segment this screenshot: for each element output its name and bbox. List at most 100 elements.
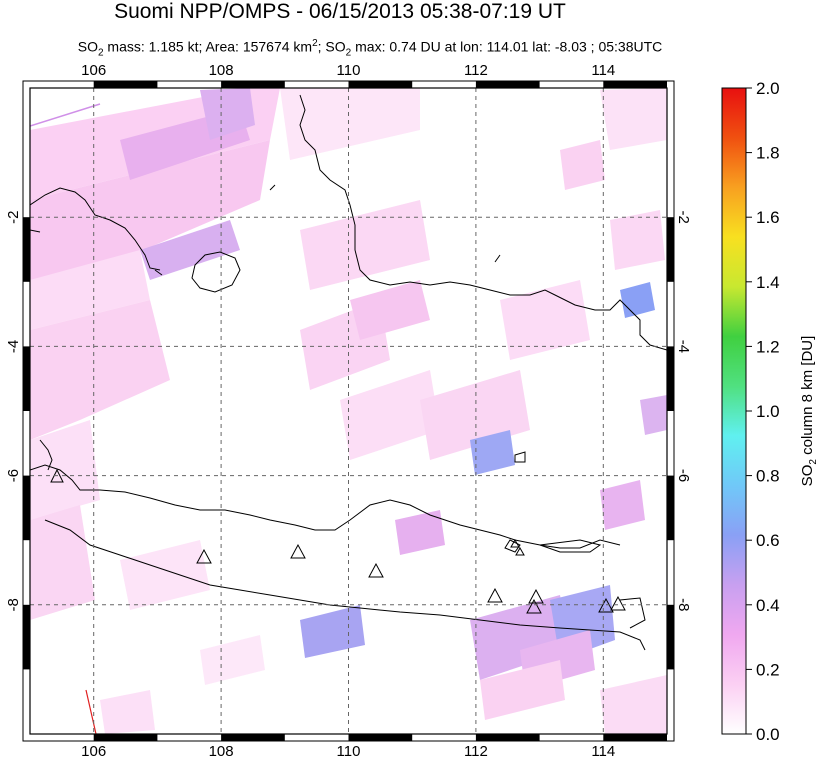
latitude-tick-label: -6: [675, 469, 692, 482]
so2-pixel: [560, 140, 605, 190]
colorbar-label: SO2 column 8 km [DU]: [799, 336, 819, 487]
frame-bar: [348, 81, 413, 88]
coast-segment: [269, 184, 276, 191]
coast-segment: [30, 229, 41, 233]
map-grid: [30, 88, 667, 734]
colorbar-ticks: 0.0 0.2 0.4 0.6 0.8 1.0 1.2 1.4 1.6 1.8 2.0: [746, 79, 780, 744]
so2-pixel: [200, 88, 255, 140]
frame-bar: [221, 81, 285, 88]
java-north-coast: [30, 464, 621, 549]
bangka-belitung-coast: [191, 251, 241, 293]
frame-bar: [23, 604, 30, 670]
longitude-tick-label: 114: [591, 743, 615, 759]
latitude-labels: -2 -2 -4 -4 -6 -6 -8 -8: [5, 211, 692, 612]
so2-pixel: [280, 88, 420, 160]
frame-bar: [93, 734, 158, 741]
colorbar-scale: [721, 87, 747, 735]
volcano-marker: [610, 595, 626, 611]
frame-bar: [221, 734, 285, 741]
page-title: Suomi NPP/OMPS - 06/15/2013 05:38-07:19 …: [114, 0, 566, 23]
so2-pixel: [500, 280, 590, 360]
longitude-tick-label: 110: [337, 743, 361, 759]
frame-bar: [603, 81, 667, 88]
longitude-tick-label: 106: [81, 62, 106, 79]
longitude-tick-label: 112: [464, 62, 488, 79]
so2-pixel: [100, 690, 155, 734]
so2-pixel: [600, 88, 667, 150]
volcano-marker: [487, 587, 503, 603]
so2-pixel: [640, 395, 667, 435]
so2-pixel: [480, 660, 565, 720]
frame-bar: [475, 734, 540, 741]
frame-bar: [667, 604, 674, 670]
madura-coast: [539, 539, 602, 553]
volcano-marker: [510, 538, 520, 548]
frame-bar: [475, 81, 540, 88]
latitude-tick-label: -2: [5, 211, 22, 224]
frame-bar: [667, 475, 674, 541]
so2-pixel: [30, 505, 95, 620]
frame-bar: [348, 734, 413, 741]
volcano-marker: [598, 597, 614, 613]
longitude-tick-label: 106: [81, 743, 106, 759]
coast-segment: [154, 269, 163, 276]
island-coast: [514, 451, 526, 463]
so2-pixel: [395, 510, 445, 555]
frame-bar: [23, 475, 30, 541]
so2-pixel: [610, 210, 665, 270]
colorbar-tick-label: 1.2: [756, 337, 780, 356]
so2-pixel: [30, 420, 100, 520]
frame-bar: [23, 346, 30, 411]
frame-bar: [667, 217, 674, 282]
colorbar-tick-label: 2.0: [756, 79, 780, 98]
longitude-tick-label: 112: [464, 743, 488, 759]
longitude-tick-label: 114: [591, 62, 615, 79]
so2-pixel: [30, 140, 270, 280]
so2-pixel: [120, 540, 210, 610]
coastlines: [30, 94, 667, 651]
colorbar-tick-label: 1.8: [756, 144, 780, 163]
map-plot-area: [30, 88, 667, 734]
so2-pixel: [200, 635, 265, 685]
bali-coast: [619, 597, 646, 629]
colorbar-tick-label: 0.8: [756, 467, 780, 486]
so2-pixel: [470, 595, 570, 680]
volcano-marker: [290, 543, 306, 559]
frame-bar: [23, 217, 30, 282]
so2-pixel: [600, 480, 645, 530]
red-trace: [85, 689, 97, 734]
so2-pixel: [470, 430, 515, 475]
colorbar-tick-label: 0.0: [756, 725, 780, 744]
volcano-marker: [368, 562, 384, 578]
colorbar-tick-label: 0.4: [756, 596, 780, 615]
coast-segment: [494, 254, 501, 263]
longitude-tick-label: 108: [209, 62, 234, 79]
so2-pixel: [30, 250, 150, 330]
colorbar-tick-label: 0.6: [756, 531, 780, 550]
so2-pixel: [140, 220, 240, 280]
latitude-tick-label: -6: [5, 469, 22, 482]
frame-bars: [23, 81, 674, 741]
latitude-tick-label: -2: [675, 211, 692, 224]
volcano-markers: [50, 468, 626, 614]
latitude-tick-label: -4: [5, 340, 22, 353]
frame-bar: [93, 81, 158, 88]
colorbar-tick-label: 1.0: [756, 402, 780, 421]
volcano-marker: [196, 548, 212, 564]
coast-segment: [39, 439, 53, 471]
so2-pixel: [300, 200, 430, 290]
latitude-tick-label: -4: [675, 340, 692, 353]
longitude-labels: 106 106 108 108 110 110 112 112 114 114: [81, 62, 615, 759]
colorbar-tick-label: 1.4: [756, 273, 780, 292]
so2-pixel: [340, 370, 440, 460]
longitude-tick-label: 108: [209, 743, 234, 759]
latitude-tick-label: -8: [5, 598, 22, 611]
so2-pixel: [350, 280, 430, 340]
swath-edge: [30, 103, 101, 127]
latitude-tick-label: -8: [675, 598, 692, 611]
borneo-coast: [299, 94, 667, 351]
volcano-marker: [515, 546, 525, 556]
so2-pixel: [30, 300, 170, 440]
